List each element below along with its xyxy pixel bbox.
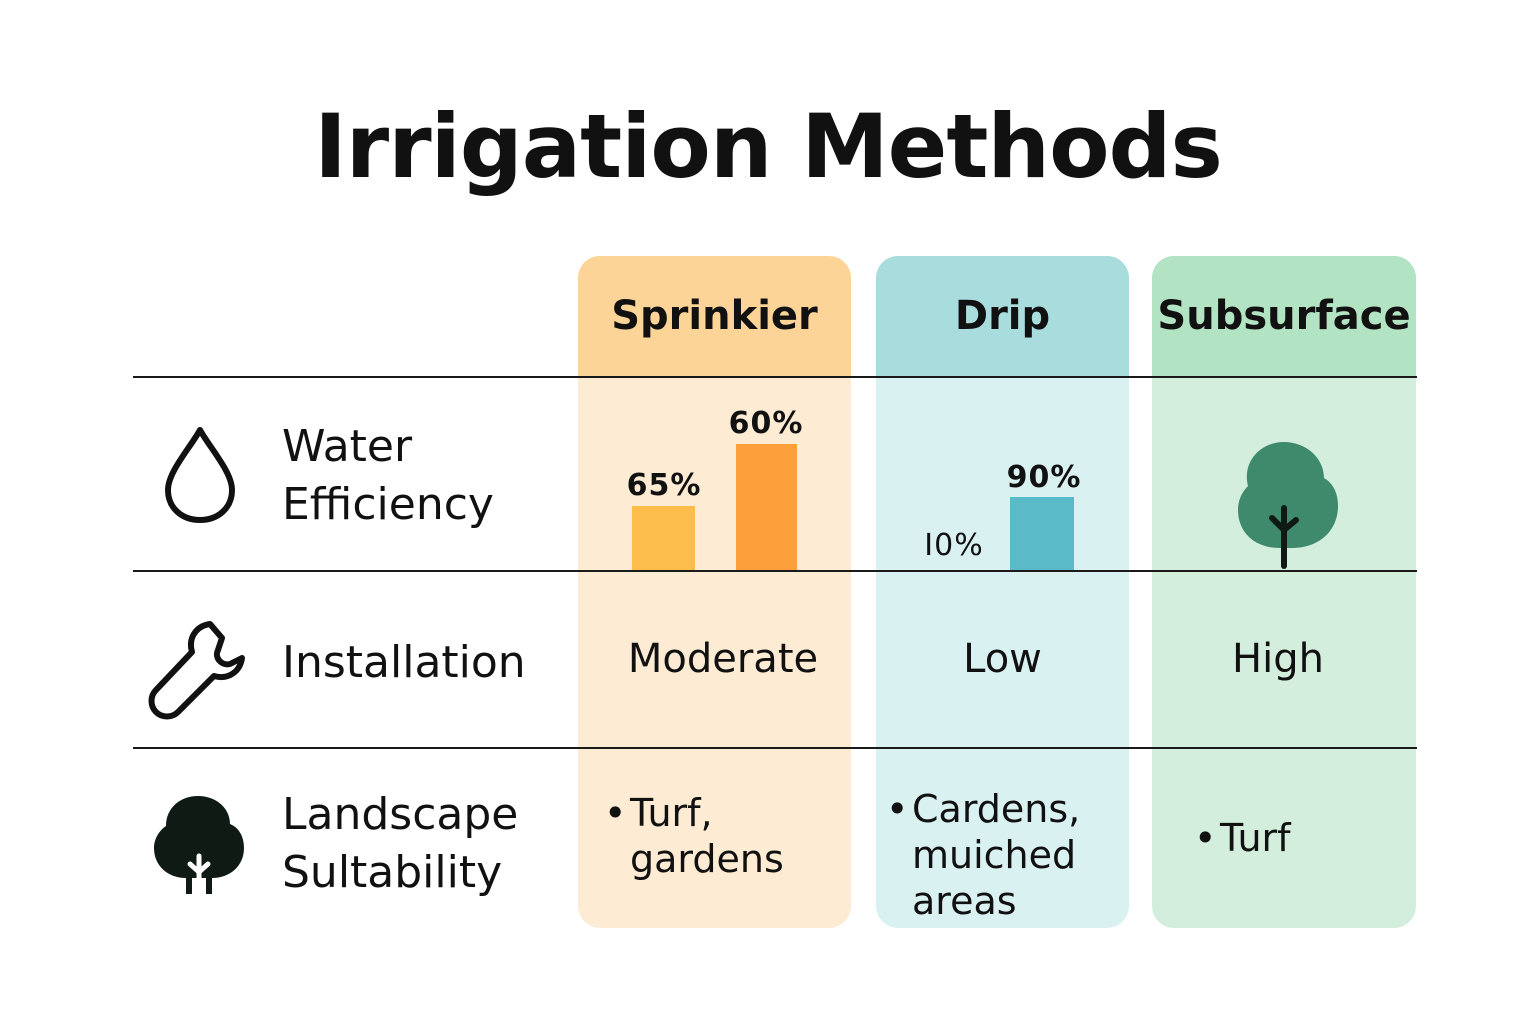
bar-sprinkler-1: [632, 506, 695, 570]
bar-drip-2: [1010, 497, 1074, 570]
installation-sprinkler: Moderate: [627, 636, 819, 682]
landscape-sprinkler: • Turf, gardens: [604, 791, 784, 881]
tree-icon: [1238, 442, 1338, 569]
column-subsurface: Subsurface: [1152, 256, 1416, 928]
bar-label: 60%: [728, 406, 804, 441]
divider: [133, 376, 1417, 378]
divider: [133, 747, 1417, 749]
tree-icon: [154, 796, 244, 897]
column-drip: Drip: [876, 256, 1129, 928]
divider: [133, 570, 1417, 572]
column-sprinkler: Sprinkier: [578, 256, 851, 928]
bar-label: 65%: [626, 468, 702, 503]
row-label-landscape-suitability: Landscape Sultability: [282, 789, 519, 898]
page-title: Irrigation Methods: [314, 95, 1223, 198]
bar-label: I0%: [924, 528, 984, 563]
column-title: Drip: [954, 293, 1051, 339]
landscape-subsurface: • Turf: [1194, 816, 1291, 860]
column-title: Subsurface: [1157, 293, 1411, 339]
column-title: Sprinkier: [611, 293, 818, 339]
bar-label: 90%: [1006, 460, 1082, 495]
row-label-water-efficiency: Water Efficiency: [282, 421, 494, 530]
column-header-sprinkler: Sprinkier: [578, 256, 851, 376]
wrench-icon: [148, 621, 245, 720]
landscape-drip: • Cardens, muiched areas: [886, 787, 1081, 923]
row-label-installation: Installation: [282, 637, 526, 688]
water-drop-icon: [165, 427, 235, 523]
column-header-subsurface: Subsurface: [1152, 256, 1416, 376]
bar-sprinkler-2: [736, 444, 797, 570]
column-header-drip: Drip: [876, 256, 1129, 376]
installation-subsurface: High: [1232, 636, 1324, 682]
installation-drip: Low: [963, 636, 1042, 682]
